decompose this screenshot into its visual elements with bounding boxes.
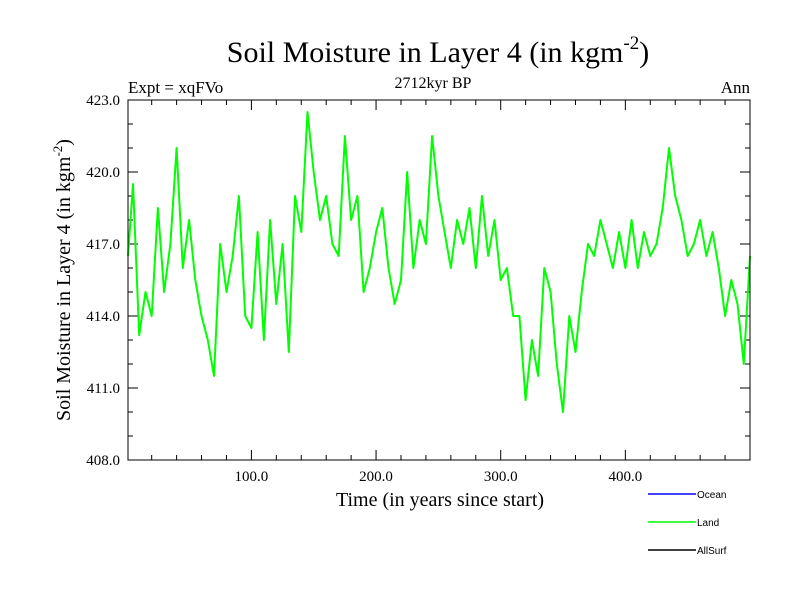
- series-lines: [127, 111, 751, 413]
- chart-subtitle: 2712kyr BP: [395, 75, 472, 92]
- y-tick-label: 423.0: [86, 93, 120, 109]
- right-label: Ann: [721, 78, 751, 97]
- axis-ticks: [128, 99, 750, 461]
- y-axis-label: Soil Moisture in Layer 4 (in kgm-2): [50, 139, 75, 421]
- y-tick-label: 411.0: [87, 381, 120, 397]
- x-tick-label: 100.0: [235, 469, 269, 485]
- legend-item-allsurf: AllSurf: [648, 546, 727, 557]
- y-tick-label: 414.0: [86, 309, 120, 325]
- x-tick-label: 400.0: [608, 469, 642, 485]
- left-label: Expt = xqFVo: [128, 78, 223, 97]
- y-tick-label: 417.0: [86, 237, 120, 253]
- axis-tick-labels: 408.0 411.0 414.0 417.0 420.0 423.0 100.0 200.0…: [86, 93, 642, 485]
- legend-item-land: Land: [648, 518, 719, 529]
- x-tick-label: 300.0: [484, 469, 518, 485]
- series-line-land: [127, 111, 751, 413]
- legend-label: Ocean: [697, 490, 726, 501]
- legend-label: Land: [697, 518, 719, 529]
- legend-label: AllSurf: [697, 546, 727, 557]
- chart-title: Soil Moisture in Layer 4 (in kgm-2): [227, 33, 649, 69]
- y-tick-label: 408.0: [86, 453, 120, 469]
- x-tick-label: 200.0: [359, 469, 393, 485]
- legend: Ocean Land AllSurf: [648, 490, 727, 557]
- x-axis-label: Time (in years since start): [336, 489, 544, 511]
- chart-title-superscript: -2: [623, 33, 639, 54]
- y-axis-label-superscript: -2: [50, 146, 65, 157]
- plot-frame: [127, 99, 751, 461]
- y-tick-label: 420.0: [86, 165, 120, 181]
- legend-item-ocean: Ocean: [648, 490, 726, 501]
